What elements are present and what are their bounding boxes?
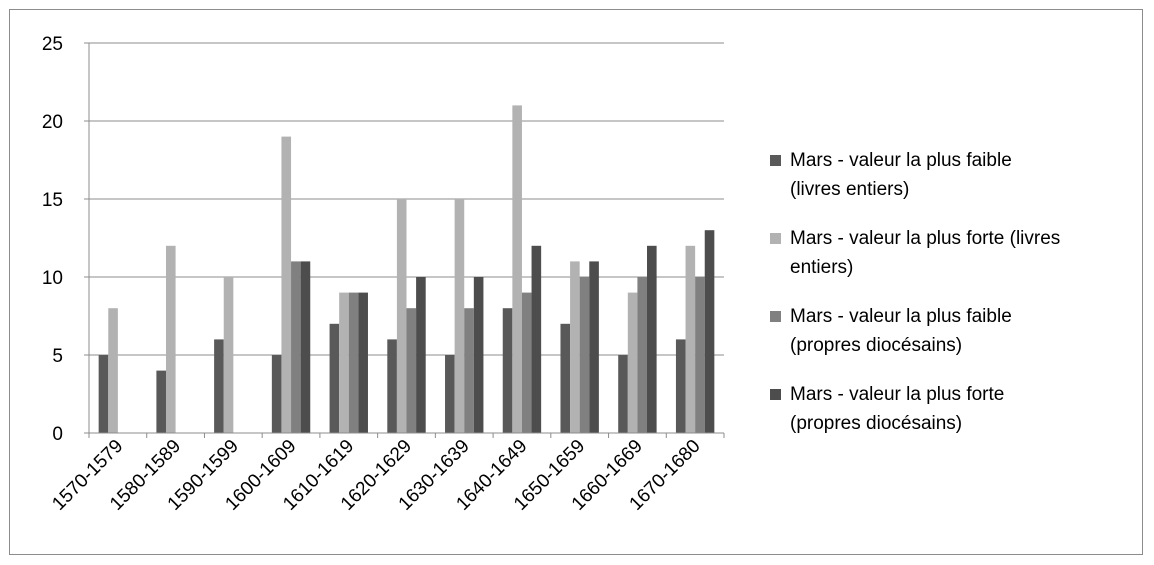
bar <box>156 370 166 433</box>
bar <box>618 355 628 433</box>
bar <box>521 292 532 433</box>
bar <box>339 292 349 433</box>
bar <box>214 339 224 433</box>
bar <box>98 355 109 433</box>
legend-label: Mars - valeur la plus faible <box>790 150 1012 171</box>
legend-swatch <box>770 389 781 400</box>
bar <box>464 308 474 433</box>
legend-swatch <box>770 233 781 244</box>
x-axis-tick-labels: 1570-15791580-15891590-15991600-16091610… <box>48 436 704 515</box>
bar <box>165 245 176 433</box>
legend-label: entiers) <box>790 257 853 278</box>
legend-swatch <box>770 311 781 322</box>
legend-label: (propres diocésains) <box>790 413 962 434</box>
bar <box>685 245 696 433</box>
bar <box>387 339 397 433</box>
bar <box>560 323 571 433</box>
bar <box>502 308 513 433</box>
bar <box>271 355 282 433</box>
bar <box>579 277 590 433</box>
bar <box>675 339 686 433</box>
bar <box>348 292 359 433</box>
bar <box>627 292 638 433</box>
y-tick-label: 20 <box>42 112 63 133</box>
bar <box>329 323 340 433</box>
bar <box>223 277 234 433</box>
bar <box>281 136 292 433</box>
bar <box>445 355 455 433</box>
bar <box>406 308 417 433</box>
legend-label: Mars - valeur la plus forte <box>790 384 1004 405</box>
bar <box>589 261 599 433</box>
legend-label: (propres diocésains) <box>790 335 962 356</box>
y-tick-label: 25 <box>42 34 63 55</box>
bar <box>396 199 407 433</box>
legend-label: (livres entiers) <box>790 179 909 200</box>
bar <box>291 261 301 433</box>
bar <box>108 308 118 433</box>
axes <box>84 42 725 438</box>
bar <box>647 245 657 433</box>
legend: Mars - valeur la plus faible (livres enti… <box>770 150 1060 434</box>
bar <box>531 245 542 433</box>
y-axis-tick-labels: 0 5 10 15 20 25 <box>42 34 63 445</box>
bar <box>512 105 522 434</box>
bar <box>704 230 715 433</box>
y-tick-label: 0 <box>52 424 63 445</box>
bar <box>637 277 648 433</box>
bar <box>300 261 311 433</box>
legend-label: Mars - valeur la plus faible <box>790 306 1012 327</box>
bar <box>416 277 426 433</box>
bar <box>473 277 484 433</box>
bar <box>358 292 368 433</box>
y-tick-label: 10 <box>42 268 63 289</box>
bars <box>98 105 715 434</box>
y-tick-label: 5 <box>52 346 63 367</box>
legend-label: Mars - valeur la plus forte (livres <box>790 228 1060 249</box>
bar <box>570 261 580 433</box>
bar <box>695 277 705 433</box>
legend-swatch <box>770 155 781 166</box>
bar <box>454 199 465 433</box>
y-tick-label: 15 <box>42 190 63 211</box>
